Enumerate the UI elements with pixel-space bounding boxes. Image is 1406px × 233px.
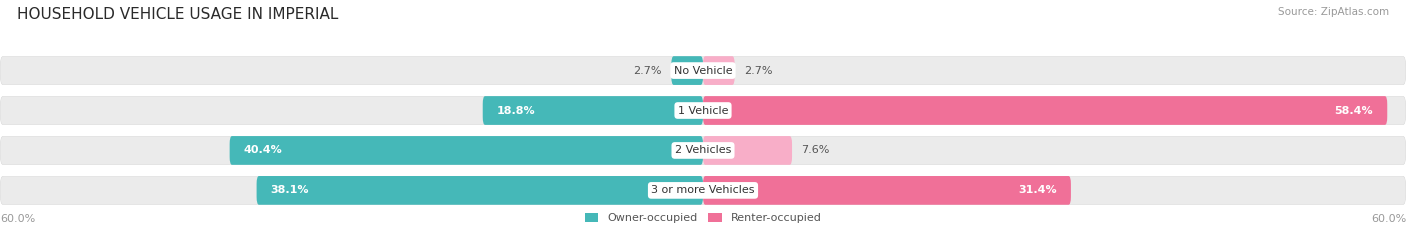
Text: 2 Vehicles: 2 Vehicles — [675, 145, 731, 155]
Text: 18.8%: 18.8% — [496, 106, 536, 116]
Text: 2.7%: 2.7% — [744, 65, 772, 75]
Text: 40.4%: 40.4% — [243, 145, 283, 155]
Text: 60.0%: 60.0% — [0, 214, 35, 223]
FancyBboxPatch shape — [0, 56, 1406, 85]
FancyBboxPatch shape — [229, 136, 703, 165]
FancyBboxPatch shape — [0, 176, 1406, 205]
Text: No Vehicle: No Vehicle — [673, 65, 733, 75]
Text: Source: ZipAtlas.com: Source: ZipAtlas.com — [1278, 7, 1389, 17]
FancyBboxPatch shape — [703, 176, 1071, 205]
Text: 2.7%: 2.7% — [634, 65, 662, 75]
FancyBboxPatch shape — [0, 96, 1406, 125]
Text: 3 or more Vehicles: 3 or more Vehicles — [651, 185, 755, 195]
Text: 1 Vehicle: 1 Vehicle — [678, 106, 728, 116]
Text: 7.6%: 7.6% — [801, 145, 830, 155]
FancyBboxPatch shape — [0, 136, 1406, 164]
Text: 58.4%: 58.4% — [1334, 106, 1374, 116]
FancyBboxPatch shape — [0, 136, 1406, 165]
FancyBboxPatch shape — [482, 96, 703, 125]
Text: HOUSEHOLD VEHICLE USAGE IN IMPERIAL: HOUSEHOLD VEHICLE USAGE IN IMPERIAL — [17, 7, 339, 22]
FancyBboxPatch shape — [672, 56, 703, 85]
Text: 60.0%: 60.0% — [1371, 214, 1406, 223]
Text: 31.4%: 31.4% — [1018, 185, 1057, 195]
FancyBboxPatch shape — [703, 136, 792, 165]
Legend: Owner-occupied, Renter-occupied: Owner-occupied, Renter-occupied — [581, 208, 825, 227]
FancyBboxPatch shape — [703, 96, 1388, 125]
FancyBboxPatch shape — [703, 56, 734, 85]
Text: 38.1%: 38.1% — [270, 185, 309, 195]
FancyBboxPatch shape — [0, 56, 1406, 85]
FancyBboxPatch shape — [256, 176, 703, 205]
FancyBboxPatch shape — [0, 96, 1406, 125]
FancyBboxPatch shape — [0, 176, 1406, 205]
